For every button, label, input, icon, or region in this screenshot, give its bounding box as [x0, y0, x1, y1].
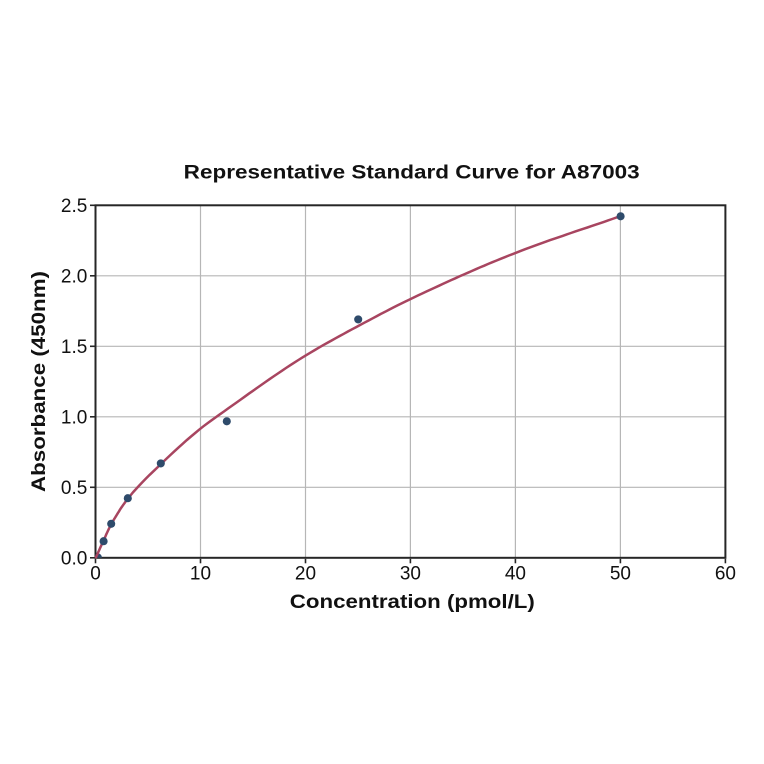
svg-text:60: 60: [715, 563, 736, 584]
svg-text:Absorbance (450nm): Absorbance (450nm): [28, 271, 50, 492]
svg-text:0.0: 0.0: [61, 548, 87, 569]
svg-text:0: 0: [90, 563, 101, 584]
svg-text:20: 20: [295, 563, 316, 584]
svg-text:1.5: 1.5: [61, 337, 87, 358]
svg-text:1.0: 1.0: [61, 407, 87, 428]
svg-text:2.5: 2.5: [61, 196, 87, 217]
svg-text:2.0: 2.0: [61, 266, 87, 287]
svg-text:0.5: 0.5: [61, 478, 87, 499]
svg-text:Representative Standard Curve: Representative Standard Curve for A87003: [184, 163, 640, 184]
svg-text:30: 30: [400, 563, 421, 584]
svg-text:50: 50: [610, 563, 631, 584]
svg-text:40: 40: [505, 563, 526, 584]
svg-text:Concentration (pmol/L): Concentration (pmol/L): [290, 591, 535, 613]
svg-text:10: 10: [190, 563, 211, 584]
